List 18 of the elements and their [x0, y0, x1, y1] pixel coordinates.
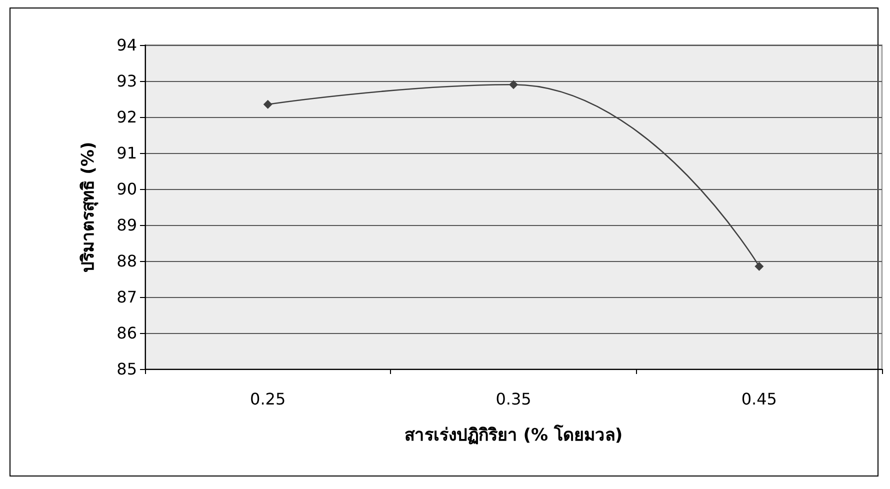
x-tick-label: 0.35: [496, 390, 532, 408]
y-tick-label: 92: [116, 108, 137, 126]
point: [754, 262, 764, 271]
y-tick-label: 90: [116, 180, 137, 198]
x-tick-label: 0.45: [741, 390, 777, 408]
y-tick-label: 93: [116, 72, 137, 90]
y-tick-label: 91: [116, 144, 137, 162]
point: [509, 80, 518, 90]
y-tick-label: 94: [116, 36, 137, 54]
y-tick-label: 86: [116, 324, 137, 342]
y-tick-label: 88: [116, 252, 137, 270]
y-axis-title: ปริมาตรสุทธิ (%): [78, 142, 98, 272]
y-tick-label: 87: [116, 288, 137, 306]
y-tick-label: 85: [116, 360, 137, 378]
point: [263, 100, 272, 109]
y-tick-label: 89: [116, 216, 137, 234]
x-tick-label: 0.25: [250, 390, 286, 408]
x-axis-title: สารเร่งปฏิกิริยา (% โดยมวล): [404, 424, 623, 446]
